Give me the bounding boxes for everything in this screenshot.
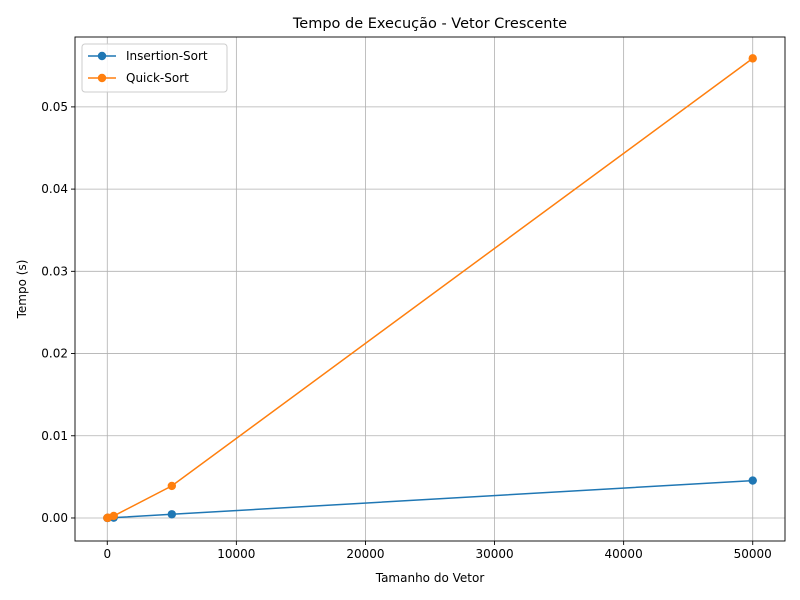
legend-label: Insertion-Sort [126, 49, 208, 63]
legend: Insertion-Sort Quick-Sort [81, 43, 228, 93]
legend-marker [97, 73, 107, 83]
data-point-quick-sort [109, 511, 118, 521]
legend-item-quick-sort: Quick-Sort [88, 71, 189, 85]
y-axis-label: Tempo (s) [15, 260, 29, 320]
grid [75, 37, 785, 541]
y-tick-label: 0.02 [41, 347, 68, 361]
data-point-quick-sort [167, 481, 177, 491]
x-axis-label: Tamanho do Vetor [375, 571, 485, 585]
x-tick-label: 30000 [475, 547, 513, 561]
legend-item-insertion-sort: Insertion-Sort [88, 49, 208, 63]
legend-box [81, 43, 228, 93]
axis-ticks: 0 10000 20000 30000 40000 50000 0.00 0.01 0.02 0.… [41, 100, 772, 561]
legend-label: Quick-Sort [126, 71, 189, 85]
x-tick-label: 40000 [605, 547, 643, 561]
y-tick-label: 0.04 [41, 182, 68, 196]
data-point-insertion-sort [748, 476, 757, 485]
series-layer [103, 54, 757, 523]
data-point-quick-sort [748, 54, 757, 63]
plot-frame [74, 36, 786, 542]
data-point-insertion-sort [167, 510, 177, 519]
x-tick-label: 50000 [734, 547, 772, 561]
x-tick-label: 10000 [217, 547, 255, 561]
series-quick-sort [103, 54, 757, 523]
y-tick-label: 0.01 [41, 429, 68, 443]
y-tick-label: 0.05 [41, 100, 68, 114]
legend-marker [97, 51, 107, 61]
x-tick-label: 0 [103, 547, 111, 561]
x-tick-label: 20000 [346, 547, 384, 561]
y-tick-label: 0.00 [41, 511, 68, 525]
chart-title: Tempo de Execução - Vetor Crescente [292, 16, 567, 32]
y-tick-label: 0.03 [41, 264, 68, 278]
